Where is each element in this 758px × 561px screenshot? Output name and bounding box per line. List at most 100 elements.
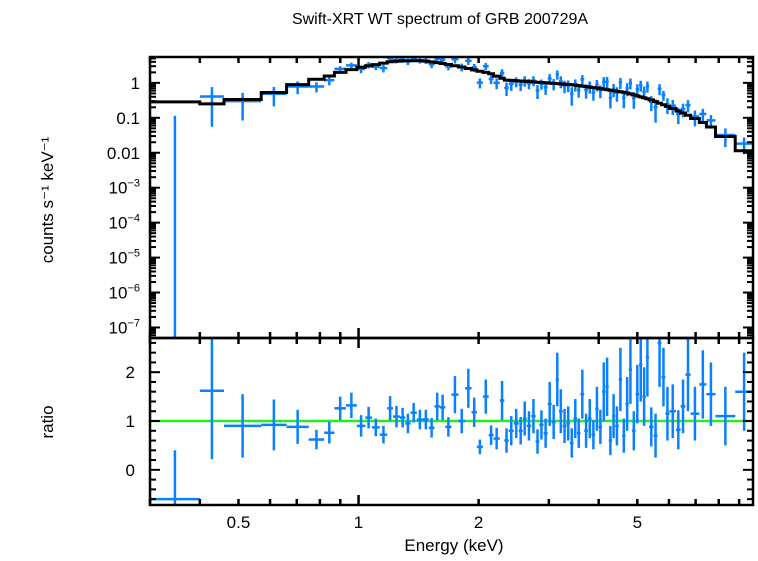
spectrum-data-point — [345, 62, 357, 69]
ratio-data-point — [445, 417, 452, 437]
ratio-data-point — [584, 413, 588, 448]
spectrum-data-point — [261, 86, 287, 107]
ratio-data-point — [471, 397, 477, 427]
ratio-y-tick-label: 0 — [126, 461, 135, 480]
y-tick-label-base: 10 — [109, 249, 128, 268]
ratio-data-point — [605, 357, 609, 417]
ratio-data-point — [399, 407, 406, 428]
spectrum-data-point — [555, 70, 559, 80]
y-tick-label-base: 1 — [131, 74, 140, 93]
spectrum-data-point — [499, 69, 505, 78]
model-curve — [150, 59, 753, 153]
spectrum-data-point — [566, 80, 571, 93]
ratio-data-point — [587, 399, 592, 439]
ratio-data-point — [680, 379, 686, 434]
spectrum-data-point — [622, 91, 626, 109]
ratio-data-point — [699, 350, 707, 419]
y-tick-label-exponent: −6 — [127, 283, 140, 295]
ratio-data-point — [476, 439, 483, 455]
ratio-data-point — [591, 420, 596, 450]
ratio-data-point — [632, 411, 636, 451]
y-tick-label-exponent: −5 — [127, 248, 140, 260]
y-tick-label: 10−3 — [109, 178, 140, 198]
ratio-data-point — [539, 410, 544, 440]
ratio-data-point — [379, 425, 388, 444]
spectrum-data-point — [605, 77, 609, 89]
spectrum-data-point — [465, 57, 472, 65]
ratio-data-point — [547, 381, 552, 426]
ratio-data-point — [405, 413, 411, 434]
ratio-data-point — [465, 368, 472, 408]
ratio-data-point — [675, 410, 681, 450]
spectrum-data-point — [308, 82, 325, 93]
ratio-y-tick-label: 1 — [126, 412, 135, 431]
ratio-data-point — [555, 352, 559, 407]
ratio-data-point — [665, 386, 670, 441]
ratio-data-point — [625, 377, 629, 431]
ratio-data-point — [356, 415, 366, 437]
spectrum-data-point — [558, 76, 563, 89]
ratio-data-point — [635, 364, 640, 424]
ratio-data-point — [595, 386, 599, 431]
y-tick-label-base: 10 — [109, 179, 128, 198]
y-tick-label-base: 10 — [109, 214, 128, 233]
ratio-data-point — [618, 347, 623, 412]
ratio-data-point — [434, 392, 440, 421]
chart-title: Swift-XRT WT spectrum of GRB 200729A — [292, 11, 588, 28]
ratio-data-point — [598, 409, 603, 444]
ratio-data-point — [416, 409, 423, 430]
ratio-data-point — [387, 396, 393, 421]
ratio-data-point — [365, 406, 372, 429]
y-tick-label-exponent: −4 — [127, 213, 140, 225]
spectrum-data-point — [476, 78, 483, 89]
ratio-data-point — [518, 417, 523, 445]
ratio-data-point — [608, 425, 613, 456]
y-tick-label: 10−7 — [109, 317, 140, 337]
spectrum-data-point — [657, 84, 662, 96]
spectrum-data-point — [653, 99, 658, 123]
y-tick-label: 0.01 — [107, 144, 140, 163]
ratio-data-point — [657, 338, 662, 387]
ratio-data-point — [669, 384, 676, 439]
ratio-data-point — [577, 418, 581, 448]
spectrum-data-point — [645, 81, 650, 93]
spectrum-data-point — [504, 82, 509, 97]
spectrum-data-point — [699, 108, 707, 122]
ratio-data-point — [615, 406, 619, 446]
ratio-data-point — [602, 362, 606, 422]
ratio-data-point — [653, 413, 658, 458]
ratio-data-point — [371, 418, 380, 437]
ratio-data-point — [199, 338, 225, 460]
ratio-data-point — [499, 380, 505, 421]
spectrum-data-point — [639, 80, 643, 92]
ratio-data-point — [580, 369, 585, 419]
spectrum-panel — [150, 57, 753, 338]
y-tick-label-exponent: −3 — [127, 178, 140, 190]
ratio-data-point — [573, 399, 578, 439]
ratio-data-point — [150, 450, 200, 505]
ratio-data-point — [622, 418, 626, 453]
ratio-data-point — [522, 401, 527, 436]
spectrum-data-point — [535, 85, 540, 100]
spectrum-data-point — [602, 77, 606, 90]
ratio-data-point — [570, 428, 574, 458]
ratio-data-point — [493, 427, 500, 450]
ratio-data-point — [661, 347, 666, 407]
y-tick-label: 10−5 — [109, 248, 140, 268]
ratio-data-point — [508, 416, 514, 446]
x-axis-label: Energy (keV) — [404, 536, 503, 555]
ratio-data-point — [482, 379, 489, 414]
ratio-data-point — [286, 409, 309, 444]
ratio-data-point — [551, 404, 556, 440]
ratio-data-point — [526, 411, 532, 441]
spectrum-data-point — [379, 64, 388, 73]
ratio-data-point — [562, 408, 567, 443]
y-tick-label-exponent: −7 — [127, 317, 140, 329]
ratio-data-point — [531, 399, 536, 434]
ratio-data-point — [513, 408, 519, 439]
spectrum-data-point — [488, 75, 494, 85]
y-tick-label-base: 0.1 — [116, 109, 140, 128]
ratio-data-point — [612, 394, 616, 439]
x-tick-label: 2 — [474, 513, 483, 532]
